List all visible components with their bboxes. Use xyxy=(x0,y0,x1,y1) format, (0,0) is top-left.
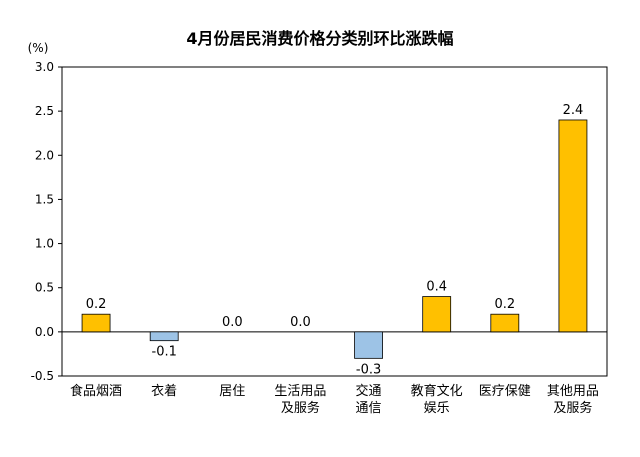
data-label: 0.4 xyxy=(426,280,447,295)
chart-title: 4月份居民消费价格分类别环比涨跌幅 xyxy=(186,29,453,48)
y-tick-label: 1.0 xyxy=(35,237,54,251)
bar xyxy=(558,119,588,333)
category-label: 医疗保健 xyxy=(479,384,531,399)
data-label: 0.2 xyxy=(86,297,107,312)
data-label: -0.3 xyxy=(356,362,381,377)
category-label: 衣着 xyxy=(151,383,177,399)
plot-area: -0.5 0.0 0.5 1.0 1.5 2.0 2.5 3.0 0.2 食品烟酒 -0.1 衣着 0.… xyxy=(31,60,608,416)
bar xyxy=(149,331,179,342)
data-label: 0.2 xyxy=(494,297,515,312)
y-tick-label: 0.0 xyxy=(35,325,54,339)
data-label: 2.4 xyxy=(563,103,584,118)
bar xyxy=(422,296,452,333)
plot-frame xyxy=(61,66,608,377)
y-tick-label: 0.5 xyxy=(35,281,54,295)
bar xyxy=(490,313,520,333)
data-label: -0.1 xyxy=(152,345,177,360)
category-label: 及服务 xyxy=(553,400,592,416)
data-label: 0.0 xyxy=(222,315,243,330)
category-label: 通信 xyxy=(356,401,382,416)
category-label: 教育文化 xyxy=(411,383,463,399)
y-tick-label: 2.5 xyxy=(35,104,54,118)
category-label: 及服务 xyxy=(281,400,320,416)
category-label: 交通 xyxy=(356,383,382,399)
category-label: 其他用品 xyxy=(547,384,599,399)
data-label: 0.0 xyxy=(290,315,311,330)
y-tick-label: 3.0 xyxy=(35,60,54,74)
category-label: 居住 xyxy=(219,384,245,399)
bar xyxy=(354,331,383,359)
category-label: 娱乐 xyxy=(424,401,450,416)
y-unit-label: (%) xyxy=(28,41,49,55)
y-tick-label: 1.5 xyxy=(35,192,54,206)
y-tick-label: 2.0 xyxy=(35,148,54,162)
category-label: 生活用品 xyxy=(274,384,326,399)
bar xyxy=(81,313,111,333)
category-label: 食品烟酒 xyxy=(70,383,122,399)
y-tick-label: -0.5 xyxy=(31,369,54,383)
